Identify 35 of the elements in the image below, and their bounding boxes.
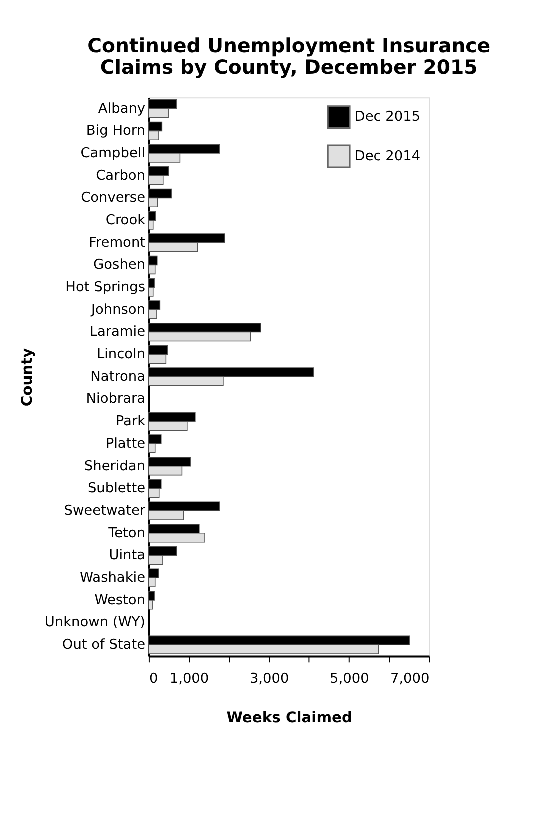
y-tick-label: Sheridan: [84, 458, 146, 474]
y-tick-label: Platte: [106, 436, 146, 452]
y-tick-label: Sweetwater: [64, 502, 146, 519]
y-tick-label: Converse: [81, 190, 146, 206]
y-tick-label: Natrona: [90, 368, 146, 385]
y-tick-label: Goshen: [94, 257, 146, 274]
y-tick-label: Park: [116, 414, 146, 430]
y-tick-label: Lincoln: [96, 346, 146, 363]
x-tick-label: 5,000: [330, 671, 370, 688]
x-tick-label: 1,000: [170, 671, 210, 688]
y-tick-label: Albany: [98, 100, 146, 117]
y-tick-label: Fremont: [89, 234, 146, 251]
y-tick-label: Crook: [106, 212, 146, 228]
y-tick-label: Sublette: [88, 480, 146, 497]
x-axis-title: Weeks Claimed: [226, 709, 352, 726]
legend-label: Dec 2014: [354, 148, 421, 164]
y-tick-label: Campbell: [80, 145, 146, 162]
y-tick-label: Laramie: [90, 324, 146, 340]
y-axis-title: County: [19, 348, 36, 407]
y-tick-label: Washakie: [80, 570, 146, 586]
y-tick-label: Uinta: [109, 548, 146, 564]
y-tick-label: Niobrara: [86, 391, 146, 408]
y-tick-label: Unknown (WY): [44, 614, 146, 631]
chart-title: Continued Unemployment Insurance Claims by County, December 2015: [88, 34, 491, 80]
y-tick-label: Big Horn: [86, 123, 146, 140]
y-tick-label: Weston: [94, 592, 146, 608]
y-tick-label: Hot Springs: [66, 280, 146, 296]
y-tick-label: Johnson: [90, 302, 146, 318]
legend-label: Dec 2015: [354, 109, 421, 126]
y-tick-label: Carbon: [96, 168, 146, 184]
y-tick-label: Teton: [108, 525, 146, 542]
x-tick-label: 0: [149, 671, 158, 688]
y-tick-label: Out of State: [62, 637, 146, 654]
x-tick-label: 7,000: [390, 671, 430, 688]
x-tick-label: 3,000: [250, 671, 290, 688]
